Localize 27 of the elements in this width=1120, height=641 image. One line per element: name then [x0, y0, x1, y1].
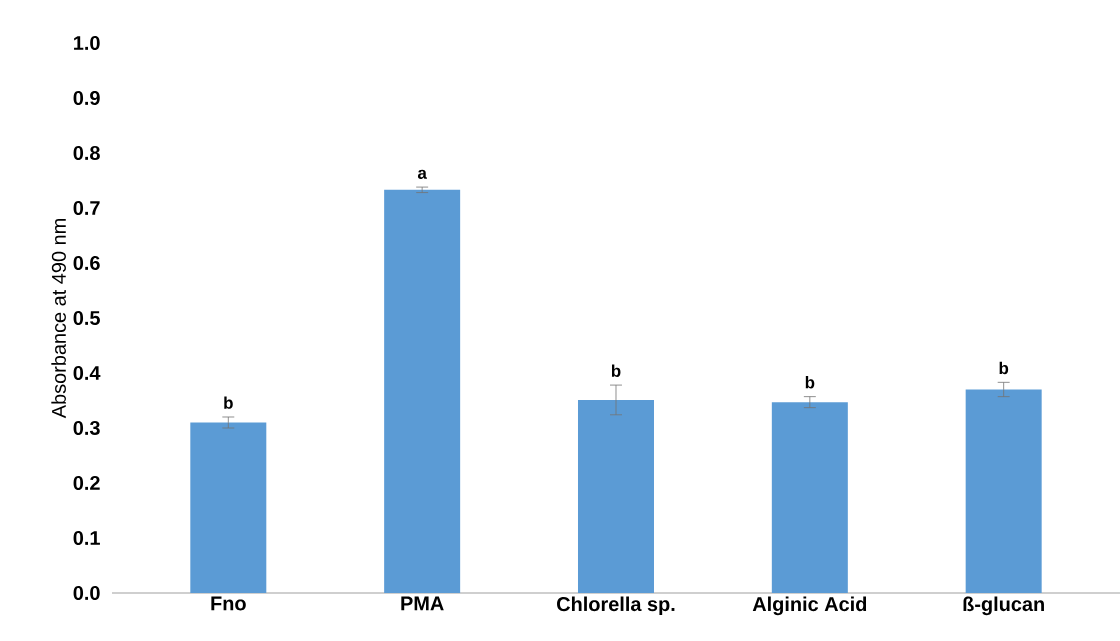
annotation: b — [611, 364, 621, 377]
bar — [384, 189, 461, 593]
y-tick-label: 0.2 — [73, 475, 100, 491]
y-tick-label: 0.1 — [73, 530, 100, 546]
bar — [577, 399, 654, 593]
y-tick-label: 0.3 — [73, 420, 100, 436]
x-tick-label: Alginic Acid — [752, 596, 867, 616]
y-tick-label: 0.5 — [73, 310, 100, 326]
bar — [965, 389, 1042, 593]
annotation: b — [805, 376, 815, 389]
bar — [771, 402, 848, 593]
x-tick-label: PMA — [401, 596, 444, 611]
bar — [190, 422, 267, 593]
y-tick-label: 0.6 — [73, 255, 100, 271]
annotation: b — [224, 396, 233, 409]
annotation: a — [417, 169, 427, 179]
annotation: b — [999, 361, 1009, 375]
x-tick-label: ß-glucan — [963, 596, 1044, 616]
y-tick-label: 0.0 — [73, 585, 100, 601]
x-tick-label: Chlorella sp. — [557, 596, 675, 616]
y-tick-label: 0.4 — [73, 365, 101, 381]
y-axis-title: Absorbance at 490 nm — [51, 219, 66, 419]
y-tick-label: 0.9 — [73, 90, 100, 106]
y-tick-label: 0.7 — [73, 200, 100, 216]
y-tick-label: 0.8 — [73, 145, 100, 161]
x-tick-label: Fno — [211, 596, 246, 611]
y-tick-label: 1.0 — [74, 35, 100, 51]
